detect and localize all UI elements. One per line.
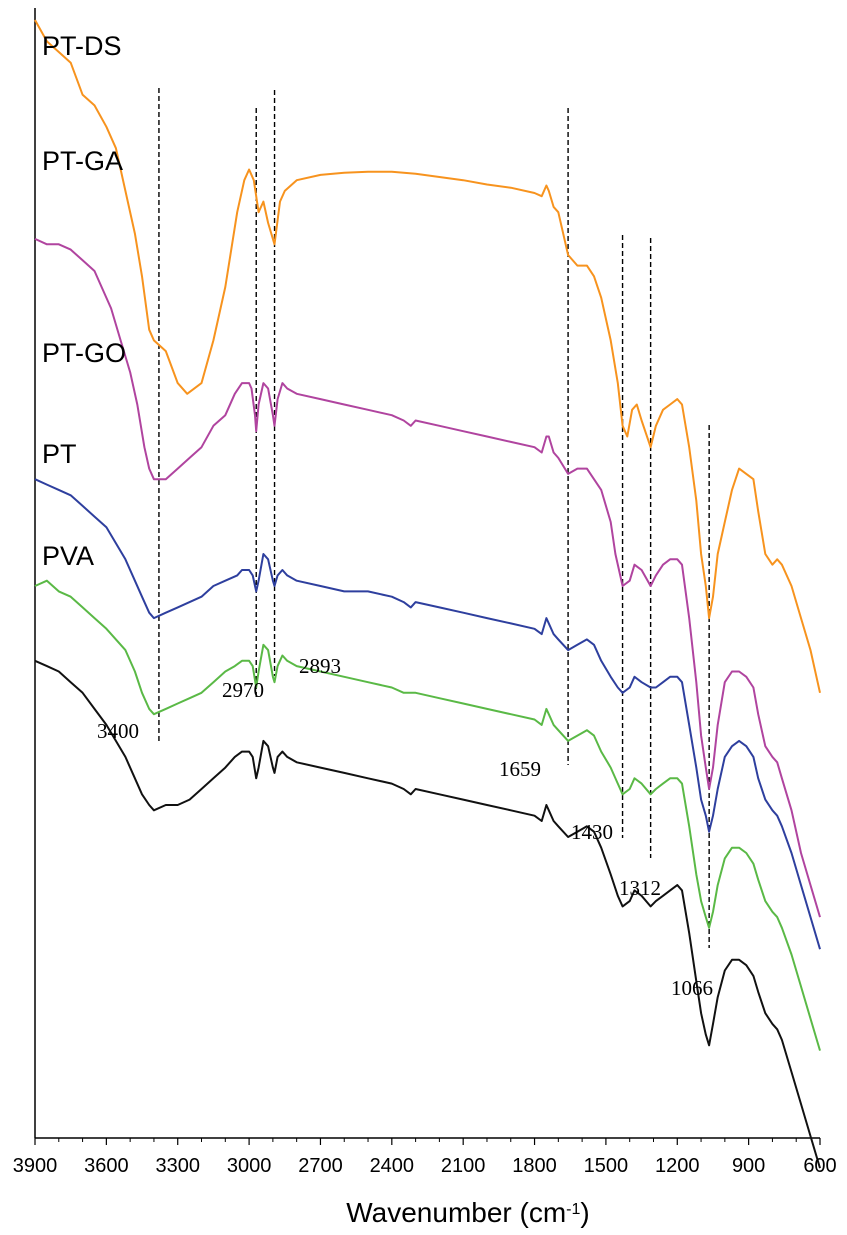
series-label-pva: PVA	[42, 541, 94, 571]
x-tick-label: 2400	[370, 1155, 415, 1177]
axes	[34, 8, 820, 1139]
peak-label-2893: 2893	[299, 654, 341, 678]
x-tick-label: 1500	[584, 1155, 629, 1177]
peak-label-1659: 1659	[499, 757, 541, 781]
peak-label-1066: 1066	[671, 976, 713, 1000]
series-label-pt: PT	[42, 439, 77, 469]
series-label-pt-ga: PT-GA	[42, 146, 123, 176]
series-group	[34, 19, 821, 1169]
peak-labels: 3400 2970 2893 1659 1430 1312 1066	[97, 654, 713, 1000]
series-line-pt-go	[34, 478, 821, 950]
peak-lines	[158, 88, 710, 948]
series-line-pt	[34, 579, 821, 1051]
peak-label-1430: 1430	[571, 820, 613, 844]
x-tick-label: 1800	[512, 1155, 557, 1177]
x-tick-label: 600	[803, 1155, 836, 1177]
x-tick-label: 3300	[155, 1155, 200, 1177]
x-tick-label: 2700	[298, 1155, 343, 1177]
x-tick-label: 1200	[655, 1155, 700, 1177]
peak-label-1312: 1312	[619, 876, 661, 900]
series-line-pt-ga	[34, 237, 821, 918]
x-tick-label: 3000	[227, 1155, 272, 1177]
x-tick-label: 3900	[13, 1155, 58, 1177]
peak-label-2970: 2970	[222, 678, 264, 702]
x-axis-label: Wavenumber (cm-1)	[346, 1197, 589, 1228]
series-line-pva	[34, 659, 821, 1169]
series-labels: PT-DS PT-GA PT-GO PT PVA	[42, 31, 126, 571]
x-tick-label: 3600	[84, 1155, 129, 1177]
series-line-pt-ds	[34, 19, 821, 694]
x-tick-labels: 3900 3600 3300 3000 2700 2400 2100 1800 1500 1200…	[13, 1138, 837, 1177]
series-label-pt-ds: PT-DS	[42, 31, 122, 61]
x-tick-label: 900	[732, 1155, 765, 1177]
series-label-pt-go: PT-GO	[42, 338, 126, 368]
peak-label-3400: 3400	[97, 719, 139, 743]
x-tick-label: 2100	[441, 1155, 486, 1177]
